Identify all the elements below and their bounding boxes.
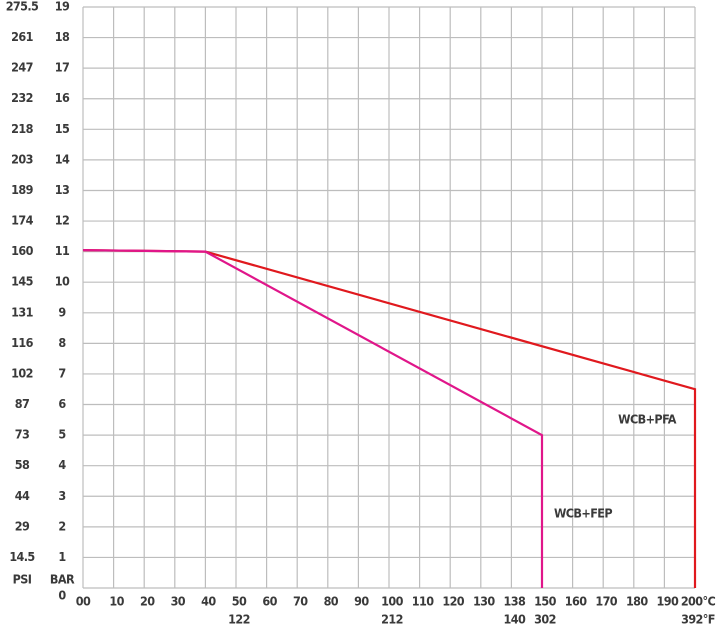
x-tick-label: 00 xyxy=(76,594,91,609)
fahrenheit-tick-label: 212 xyxy=(381,612,403,627)
psi-tick-label: 232 xyxy=(11,90,33,105)
bar-tick-label: 3 xyxy=(58,488,65,503)
x-tick-label: 40 xyxy=(201,594,216,609)
fahrenheit-tick-label: 140 xyxy=(504,612,526,627)
fahrenheit-tick-label: 122 xyxy=(228,612,250,627)
psi-tick-label: 275.5 xyxy=(6,0,39,14)
psi-tick-label: 145 xyxy=(11,274,33,289)
psi-tick-label: 73 xyxy=(15,427,29,442)
bar-tick-label: 5 xyxy=(58,427,66,442)
bar-tick-label: 15 xyxy=(55,121,70,136)
bar-tick-label: 18 xyxy=(55,29,70,44)
psi-tick-label: 189 xyxy=(11,182,33,197)
psi-axis-label: PSI xyxy=(13,572,32,587)
x-tick-label: 70 xyxy=(293,594,308,609)
psi-tick-label: 218 xyxy=(11,121,33,136)
x-tick-label: 180 xyxy=(626,594,648,609)
psi-tick-label: 131 xyxy=(11,304,33,319)
psi-tick-label: 44 xyxy=(15,488,30,503)
series-line xyxy=(82,249,544,588)
bar-tick-label: 2 xyxy=(58,518,65,533)
psi-tick-label: 14.5 xyxy=(9,549,35,564)
psi-tick-label: 116 xyxy=(11,335,33,350)
x-tick-label: 100 xyxy=(381,594,403,609)
x-tick-label: 190 xyxy=(657,594,679,609)
bar-tick-label: 1 xyxy=(58,549,66,564)
bar-tick-label: 0 xyxy=(58,588,66,603)
bar-tick-label: 12 xyxy=(55,213,69,228)
x-tick-label: 138 xyxy=(504,594,526,609)
bar-tick-label: 7 xyxy=(58,365,65,380)
bar-tick-label: 13 xyxy=(55,182,69,197)
bar-tick-label: 17 xyxy=(55,60,69,75)
bar-tick-label: 9 xyxy=(58,304,66,319)
psi-tick-label: 160 xyxy=(11,243,33,258)
bar-tick-label: 19 xyxy=(55,0,70,14)
fahrenheit-tick-label: 392°F xyxy=(681,612,715,627)
x-tick-label: 110 xyxy=(412,594,434,609)
psi-tick-label: 203 xyxy=(11,151,33,166)
bar-tick-label: 6 xyxy=(58,396,66,411)
x-tick-label: 150 xyxy=(534,594,556,609)
x-tick-label: 30 xyxy=(171,594,186,609)
psi-tick-label: 174 xyxy=(11,213,33,228)
x-tick-label: 20 xyxy=(140,594,155,609)
psi-tick-label: 102 xyxy=(11,365,33,380)
series-label: WCB+FEP xyxy=(554,506,612,521)
bar-tick-label: 14 xyxy=(55,151,70,166)
x-tick-label: 80 xyxy=(324,594,339,609)
fahrenheit-tick-label: 302 xyxy=(534,612,556,627)
x-tick-label: 170 xyxy=(595,594,617,609)
bar-axis-label: BAR xyxy=(50,572,75,587)
x-tick-label: 90 xyxy=(354,594,369,609)
series-label: WCB+PFA xyxy=(618,412,677,427)
x-tick-label: 130 xyxy=(473,594,495,609)
psi-tick-label: 261 xyxy=(11,29,33,44)
x-tick-label: 200°C xyxy=(681,594,716,609)
x-tick-label: 60 xyxy=(262,594,277,609)
bar-tick-label: 8 xyxy=(58,335,66,350)
x-tick-label: 50 xyxy=(232,594,247,609)
x-tick-label: 10 xyxy=(109,594,124,609)
bar-tick-label: 10 xyxy=(55,274,70,289)
x-tick-label: 160 xyxy=(565,594,587,609)
psi-tick-label: 58 xyxy=(15,457,30,472)
psi-tick-label: 87 xyxy=(15,396,29,411)
bar-tick-label: 11 xyxy=(55,243,70,258)
x-tick-label: 120 xyxy=(442,594,464,609)
psi-tick-label: 29 xyxy=(15,518,30,533)
bar-tick-label: 16 xyxy=(55,90,70,105)
psi-tick-label: 247 xyxy=(11,60,33,75)
bar-tick-label: 4 xyxy=(58,457,66,472)
